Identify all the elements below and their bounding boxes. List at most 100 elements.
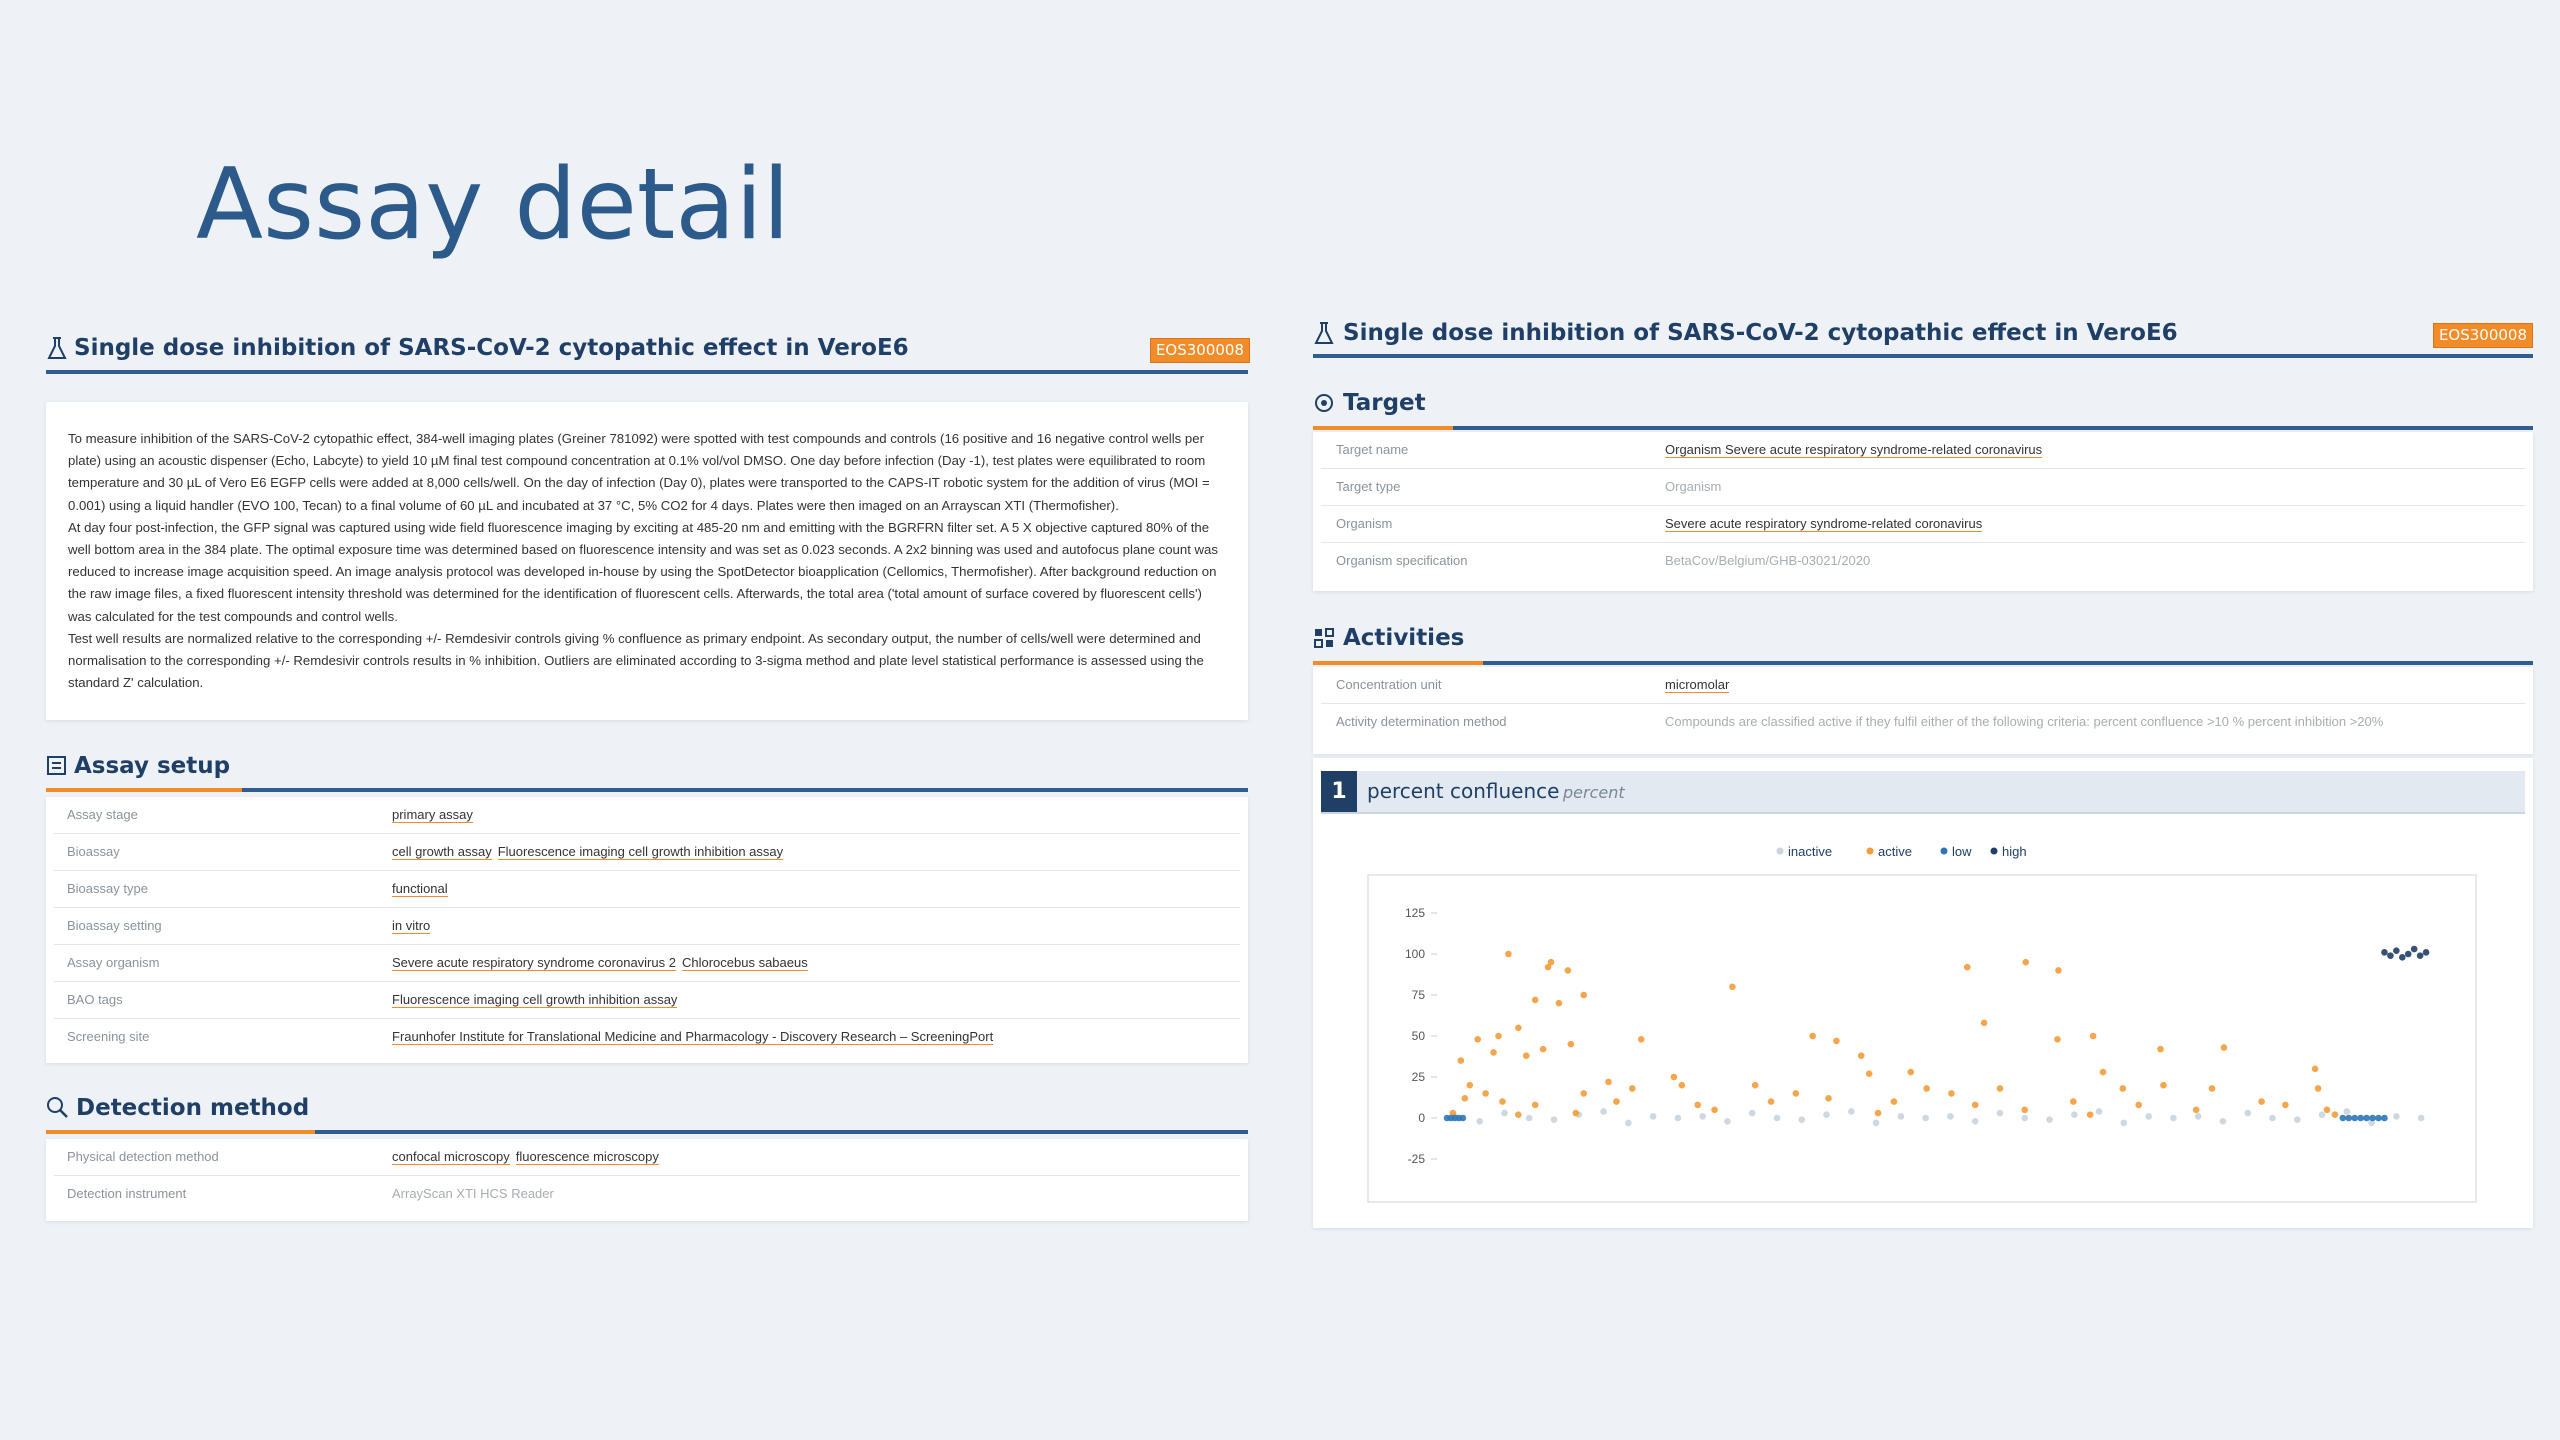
data-point [1474,1035,1482,1043]
result-number: 1 [1321,771,1357,812]
data-point [1825,1095,1832,1102]
data-point [1963,963,1971,971]
data-point [1501,1109,1508,1117]
badge: EOS300008 [2433,323,2533,348]
description-paragraph: To measure inhibition of the SARS-CoV-2 … [68,431,1210,513]
data-point [1613,1098,1620,1105]
data-point [2323,1106,2331,1114]
data-point [2119,1085,2127,1092]
data-point [1505,950,1512,958]
section-heading: Assay setup [74,753,231,779]
data-point [1564,967,1572,974]
data-point [1751,1081,1759,1089]
row-value: Fraunhofer Institute for Translational M… [392,1019,999,1055]
description-paragraph: Test well results are normalized relativ… [68,630,1204,691]
data-point [1539,1045,1547,1053]
divider-accent [46,1130,315,1134]
link[interactable]: Organism Severe acute respiratory syndro… [1665,442,2043,458]
divider-accent [1313,426,1453,430]
data-point [2258,1098,2265,1105]
data-point [2157,1045,2164,1053]
data-point [2069,1098,2077,1105]
data-point [2393,1113,2400,1120]
legend-marker [1940,847,1948,855]
link[interactable]: cell growth assay [392,844,492,860]
flask-icon [1314,322,1334,344]
link[interactable]: confocal microscopy [392,1149,510,1165]
link[interactable]: Fluorescence imaging cell growth inhibit… [392,992,678,1008]
data-point [1874,1109,1882,1117]
section-heading: Detection method [76,1095,310,1121]
data-point [2339,1114,2347,1122]
data-point [1567,1040,1575,1048]
data-point [2393,947,2400,955]
divider [46,370,1248,374]
data-point [1547,958,1555,966]
data-point [1947,1113,1954,1120]
row-value: ArrayScan XTI HCS Reader [392,1186,554,1201]
data-point [1996,1109,2004,1117]
data-point [2099,1068,2107,1076]
data-point [2170,1114,2177,1122]
legend-marker [1866,847,1874,855]
row-label: Bioassay [67,844,120,859]
data-point [2282,1101,2289,1109]
table-row: Assay organism Severe acute respiratory s… [54,945,1240,982]
data-point [1637,1035,1645,1043]
row-label: Assay organism [67,955,160,970]
target-icon [1315,394,1333,412]
data-point [2194,1113,2202,1120]
row-label: Organism specification [1336,553,1468,568]
link[interactable]: Severe acute respiratory syndrome-relate… [1665,516,1983,532]
divider [46,788,1248,792]
row-value: functional [392,871,454,907]
link[interactable]: Fluorescence imaging cell growth inhibit… [497,844,784,860]
data-point [2145,1113,2152,1120]
y-tick-label: 125 [1405,906,1425,920]
data-point [2089,1032,2097,1040]
data-point [1628,1085,1636,1092]
data-point [1580,1090,1588,1097]
data-point [1748,1109,1756,1117]
data-point [1490,1049,1497,1056]
link[interactable]: Fraunhofer Institute for Translational M… [392,1029,994,1045]
row-value: Severe acute respiratory syndrome corona… [392,945,814,981]
data-point [2220,1044,2228,1051]
data-point [1848,1108,1855,1115]
data-point [1605,1078,1612,1086]
data-point [2208,1085,2216,1092]
data-point [1767,1098,1775,1105]
data-point [1711,1106,1718,1114]
table-row: Activity determination method Compounds a… [1321,704,2525,740]
data-point [2369,1114,2376,1122]
link[interactable]: in vitro [392,918,431,934]
row-value: cell growth assay Fluorescence imaging ce… [392,834,789,870]
row-label: Concentration unit [1336,677,1442,692]
data-point [2095,1108,2103,1115]
data-point [2363,1114,2370,1122]
data-point [1544,963,1552,971]
data-point [2070,1111,2078,1119]
link[interactable]: Chlorocebus sabaeus [681,955,808,971]
row-label: Target name [1336,442,1409,457]
data-point [1499,1098,1506,1105]
result-unit: percent [1563,783,1625,802]
link[interactable]: fluorescence microscopy [515,1149,659,1165]
page-title: Assay detail [196,148,790,262]
table-row: Target name Organism Severe acute respira… [1321,432,2525,469]
link[interactable]: micromolar [1665,677,1730,693]
data-point [1531,996,1539,1004]
data-point [1922,1114,1929,1122]
link[interactable]: functional [392,881,448,897]
data-point [2219,1117,2227,1125]
data-point [1694,1101,1702,1109]
divider [1313,354,2533,358]
chart: -25 0 25 50 75 100 125 inactive active low high [1367,844,2477,1203]
legend-marker [1990,847,1998,855]
link[interactable]: primary assay [392,807,473,823]
data-point [2416,952,2424,959]
data-point [1482,1090,1489,1097]
link[interactable]: Severe acute respiratory syndrome corona… [392,955,676,971]
data-point [2404,950,2412,958]
data-point [1872,1119,1880,1127]
